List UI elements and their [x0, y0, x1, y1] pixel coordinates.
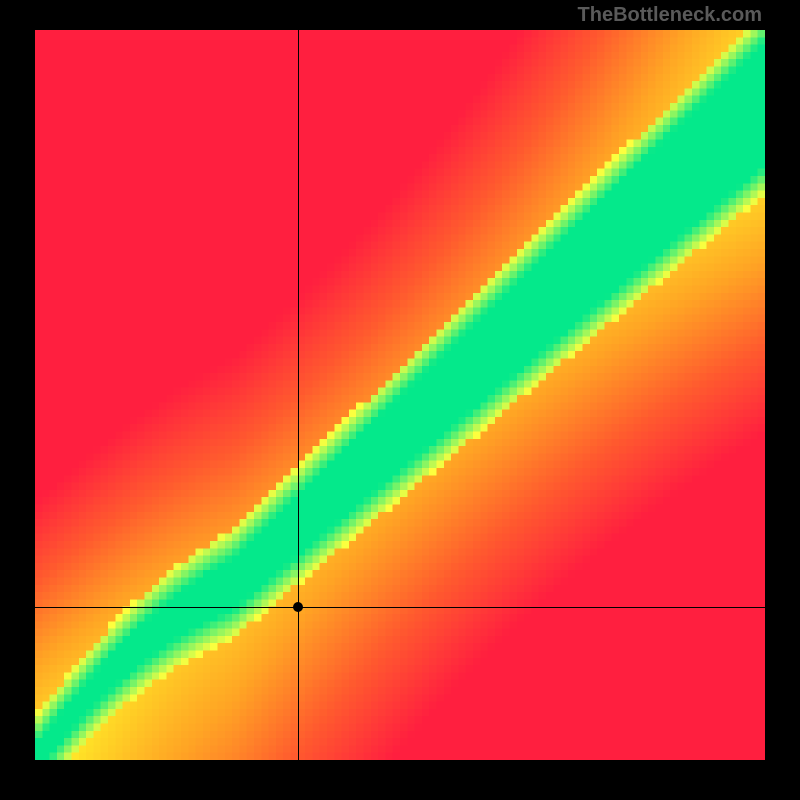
heatmap-canvas: [35, 30, 765, 760]
watermark-text: TheBottleneck.com: [578, 4, 762, 27]
crosshair-horizontal: [35, 607, 765, 608]
crosshair-vertical: [298, 30, 299, 760]
marker-dot: [293, 602, 303, 612]
heatmap-plot: [35, 30, 765, 760]
